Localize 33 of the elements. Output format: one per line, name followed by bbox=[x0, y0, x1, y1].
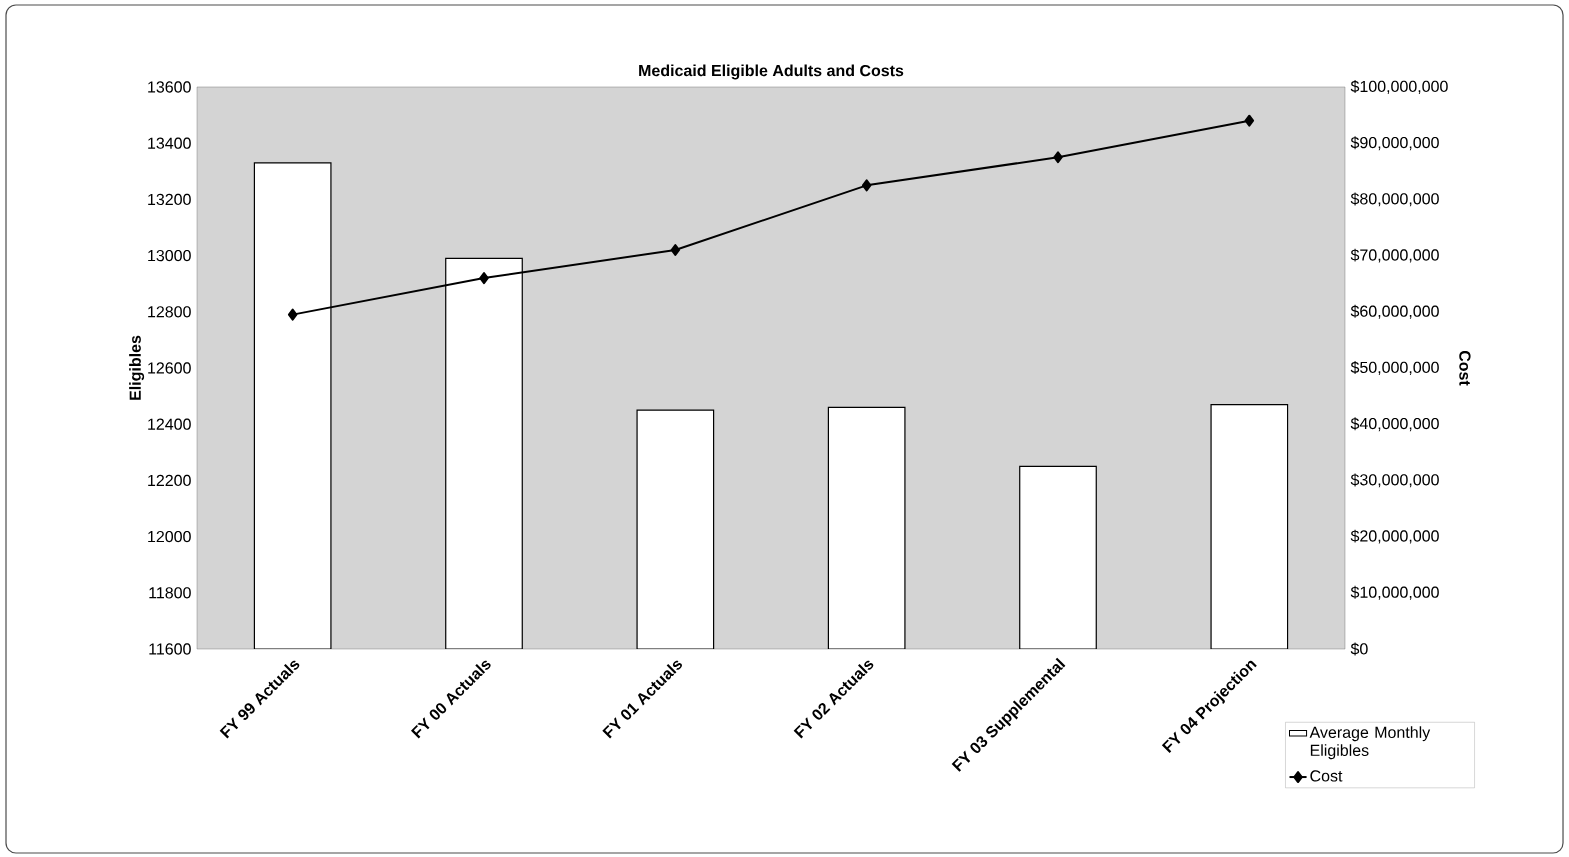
y2-tick-label: $20,000,000 bbox=[1350, 529, 1439, 544]
point bbox=[1244, 114, 1255, 127]
legend-label: Average Monthly Eligibles bbox=[1309, 726, 1431, 760]
y-tick-label: 12600 bbox=[148, 362, 191, 374]
y2-tick-label: $50,000,000 bbox=[1350, 361, 1439, 375]
y-axis-title: Eligibles bbox=[129, 335, 145, 400]
y2-tick-label: $100,000,000 bbox=[1350, 80, 1448, 94]
y-tick-label: 13400 bbox=[148, 137, 191, 149]
y2-tick-label: $30,000,000 bbox=[1350, 473, 1439, 488]
y2-tick-label: $40,000,000 bbox=[1350, 417, 1439, 432]
y-tick-label: 13000 bbox=[148, 249, 191, 262]
chart-title: Medicaid Eligible Adults and Costs bbox=[639, 64, 904, 80]
y-tick-label: 13600 bbox=[148, 81, 191, 93]
point bbox=[670, 243, 681, 256]
point bbox=[861, 179, 872, 192]
y-tick-label: 11800 bbox=[149, 587, 191, 599]
y2-tick-label: $0 bbox=[1350, 642, 1368, 656]
y2-tick-label: $60,000,000 bbox=[1350, 304, 1439, 319]
y2-tick-label: $80,000,000 bbox=[1350, 192, 1439, 207]
y2-tick-label: $70,000,000 bbox=[1350, 248, 1439, 263]
point bbox=[1053, 151, 1063, 164]
point bbox=[287, 308, 298, 321]
y-tick-label: 13200 bbox=[148, 193, 191, 206]
y2-tick-label: $90,000,000 bbox=[1350, 136, 1439, 151]
point bbox=[479, 272, 489, 285]
y-tick-label: 11600 bbox=[149, 643, 191, 655]
y-tick-label: 12800 bbox=[148, 306, 191, 318]
y-tick-label: 12200 bbox=[148, 474, 191, 487]
y-tick-label: 12000 bbox=[148, 530, 191, 543]
y2-axis-title: Cost bbox=[1459, 350, 1471, 386]
legend-label: Cost bbox=[1310, 770, 1343, 782]
y2-tick-label: $10,000,000 bbox=[1350, 585, 1439, 600]
y-tick-label: 12400 bbox=[148, 418, 191, 430]
